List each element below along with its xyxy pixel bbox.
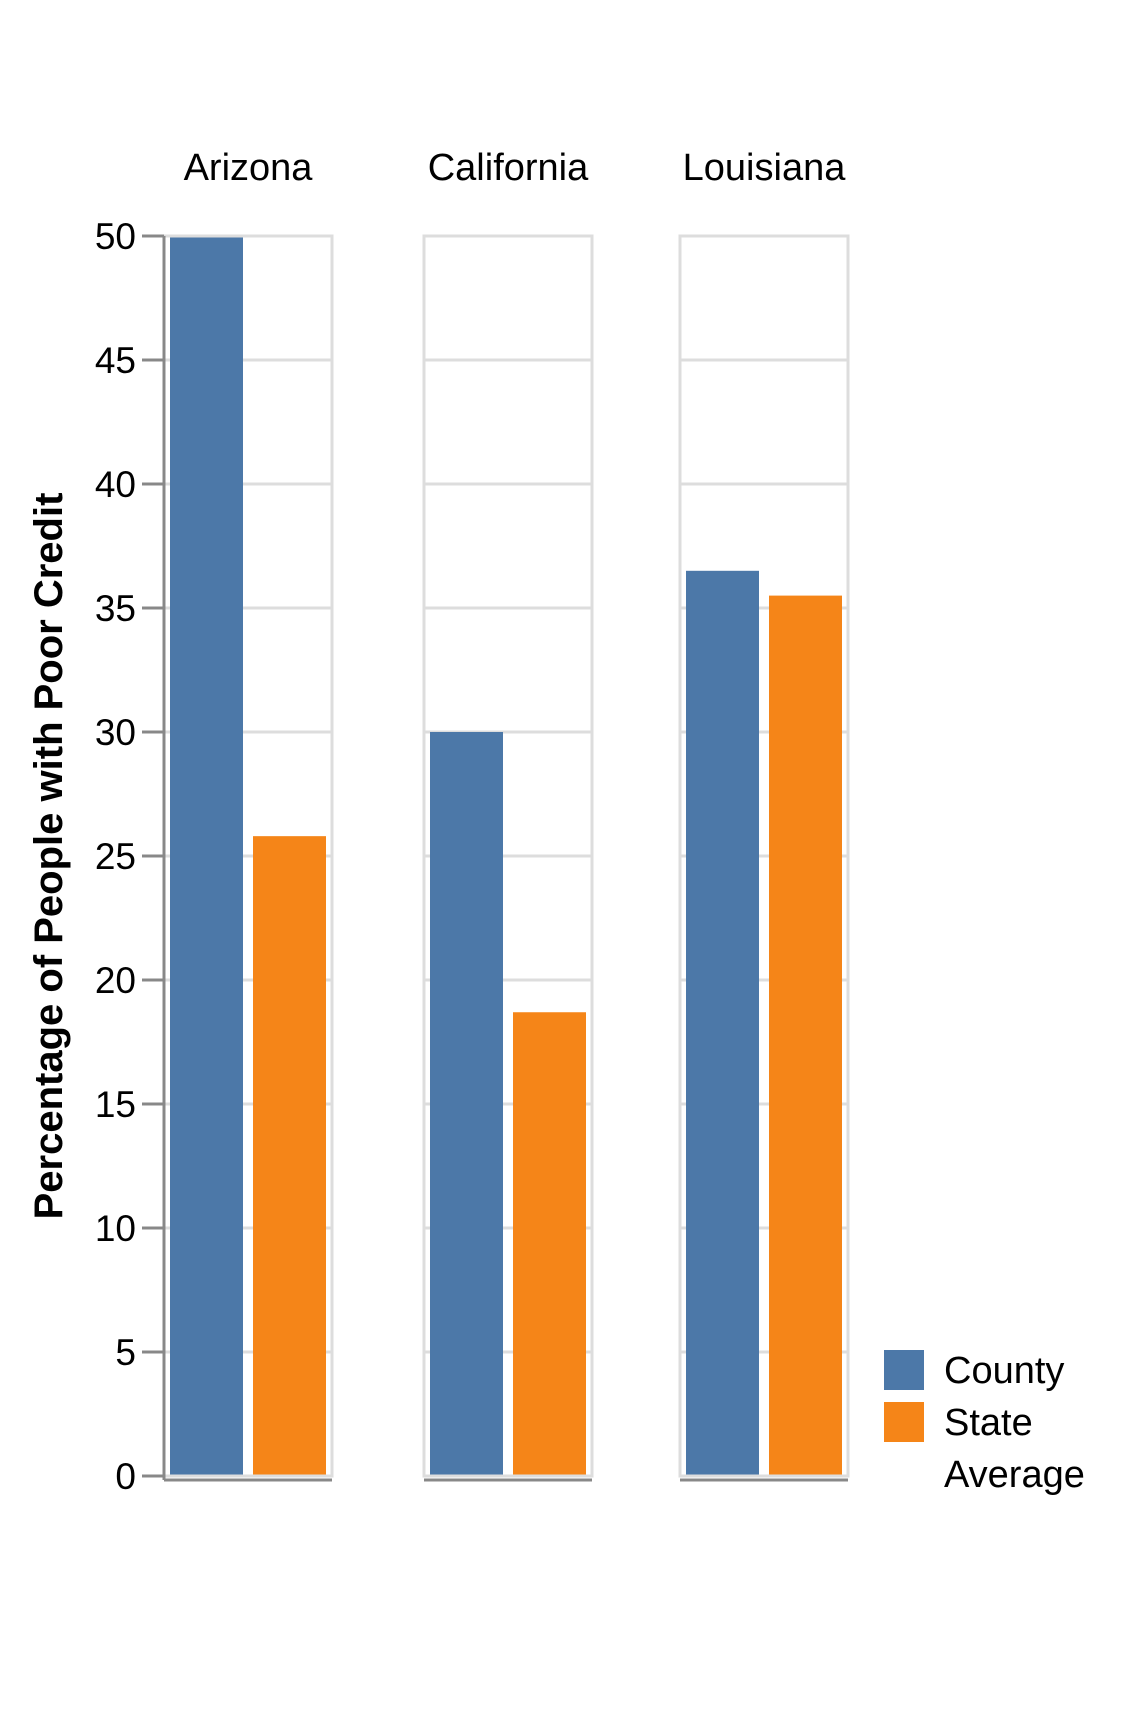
y-tick-label: 50 [95,216,136,257]
bar-arizona-state-average [253,836,326,1476]
y-tick-label: 30 [95,712,136,753]
y-tick-label: 25 [95,836,136,877]
y-tick-label: 0 [115,1456,136,1497]
y-tick-label: 40 [95,464,136,505]
facet-california: California [422,147,594,1482]
legend-label: County [944,1350,1064,1392]
y-tick-label: 5 [115,1332,136,1373]
bar-california-county [430,732,503,1476]
y-tick-label: 20 [95,960,136,1001]
bar-california-state-average [513,1012,586,1476]
y-tick-label: 35 [95,588,136,629]
legend-item-county: County [884,1350,1064,1392]
bar-louisiana-county [686,570,759,1476]
facet-header-louisiana: Louisiana [683,147,847,189]
y-tick-label: 45 [95,340,136,381]
legend-swatch [884,1350,924,1390]
facet-arizona: Arizona [162,147,334,1482]
legend-label: State [944,1402,1033,1444]
y-axis-title: Percentage of People with Poor Credit [27,493,71,1220]
facet-frame [422,234,594,1478]
y-tick-label: 10 [95,1208,136,1249]
legend-swatch [884,1402,924,1442]
bar-arizona-county [170,236,243,1476]
bar-louisiana-state-average [769,595,842,1476]
legend-label: Average [944,1454,1085,1496]
facet-header-california: California [428,147,589,189]
facet-louisiana: Louisiana [678,147,850,1482]
facet-frame [678,234,850,1478]
y-tick-label: 15 [95,1084,136,1125]
legend-item-state-average: State Average [884,1402,1085,1496]
facet-header-arizona: Arizona [184,147,314,189]
